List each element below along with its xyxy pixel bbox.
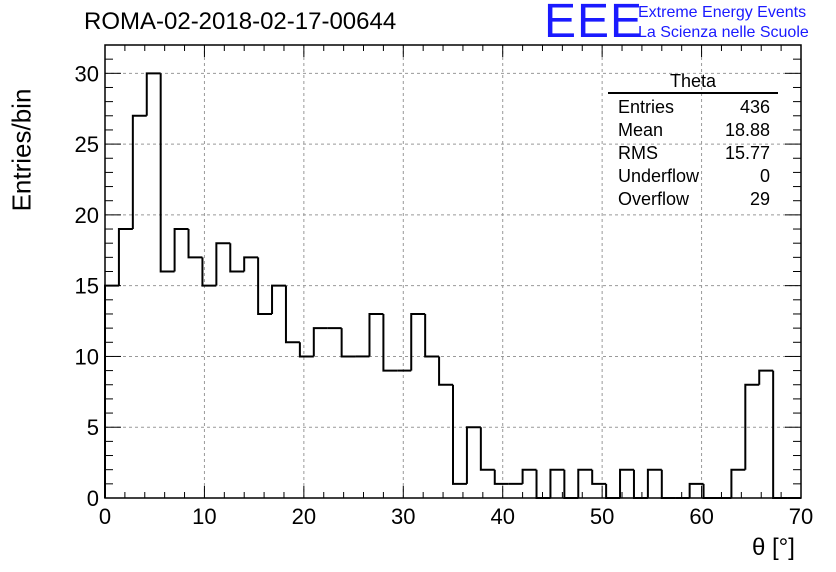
histogram-bin [535, 469, 551, 499]
histogram-bin [744, 383, 760, 470]
logo-line-1: Extreme Energy Events [638, 4, 807, 21]
histogram-bin [104, 284, 119, 498]
y-axis-label: Entries/bin [6, 88, 37, 212]
y-tick-label: 15 [75, 274, 99, 299]
stats-label: Underflow [618, 166, 700, 186]
x-tick-label: 20 [292, 504, 316, 529]
y-tick-label: 30 [75, 61, 99, 86]
histogram-bin [257, 257, 273, 315]
histogram-bin [145, 72, 161, 116]
histogram-bin [340, 328, 356, 358]
histogram-bin [772, 370, 788, 499]
histogram-bin [312, 327, 328, 357]
histogram-bin [284, 285, 300, 344]
tick-labels: 0 10 20 30 40 50 60 70 0 5 10 15 20 25 30 [75, 61, 814, 529]
histogram-bin [452, 384, 467, 485]
histogram-bin [758, 369, 774, 385]
histogram-bin [619, 468, 634, 498]
histogram-bin [549, 468, 565, 498]
x-tick-label: 10 [192, 504, 216, 529]
histogram-bin [479, 427, 495, 471]
histogram-bin [632, 469, 648, 499]
stats-value: 436 [739, 97, 770, 117]
x-tick-label: 70 [789, 504, 813, 529]
histogram-bin [577, 468, 593, 498]
eee-logo: EEE [544, 0, 644, 48]
stats-label: Entries [618, 97, 675, 117]
stats-title: Theta [608, 70, 778, 94]
histogram-bin [730, 468, 746, 498]
stats-row: Underflow 0 [608, 165, 778, 188]
histogram-bin [660, 469, 676, 499]
x-tick-label: 50 [590, 504, 614, 529]
histogram-bin [688, 482, 704, 498]
y-tick-label: 0 [87, 486, 99, 511]
stats-value: 15.77 [724, 143, 770, 163]
x-tick-label: 0 [99, 504, 111, 529]
stats-value: 0 [759, 166, 770, 186]
y-tick-label: 20 [75, 203, 99, 228]
histogram-bin [493, 469, 509, 485]
histogram-bin [159, 73, 175, 273]
stats-value: 18.88 [724, 120, 770, 140]
histogram-bin [605, 483, 621, 499]
histogram-bin [201, 257, 217, 287]
x-tick-label: 30 [391, 504, 415, 529]
y-axis-label-wrap: Entries/bin [4, 89, 40, 212]
stats-label: RMS [618, 143, 658, 163]
histogram-bin [424, 313, 440, 358]
histogram-bin [646, 468, 662, 498]
stats-box: Theta Entries 436 Mean 18.88 RMS 15.77 U… [608, 70, 778, 211]
histogram-bin [243, 256, 259, 272]
histogram-bin [465, 426, 481, 484]
histogram-bin [215, 242, 231, 286]
stats-row: Overflow 29 [608, 188, 778, 211]
x-axis-label: θ [°] [752, 534, 795, 561]
stats-row: Entries 436 [608, 96, 778, 119]
histogram-bin [117, 228, 133, 286]
histogram-bin [187, 229, 203, 259]
y-tick-label: 10 [75, 344, 99, 369]
histogram-bin [438, 356, 453, 386]
histogram-bin [368, 312, 384, 357]
stats-row: Mean 18.88 [608, 119, 778, 142]
histogram-bin [229, 243, 245, 273]
histogram-bin [382, 313, 398, 372]
logo-line-2: La Scienza nelle Scuole [638, 24, 809, 41]
histogram-bin [591, 469, 607, 485]
histogram-bin [410, 312, 426, 371]
histogram-bin [563, 469, 579, 499]
x-tick-label: 60 [689, 504, 713, 529]
chart-title: ROMA-02-2018-02-17-00644 [84, 8, 397, 35]
stats-row: RMS 15.77 [608, 142, 778, 165]
axis-ticks [104, 44, 802, 499]
histogram-bin [702, 483, 718, 499]
x-tick-label: 40 [490, 504, 514, 529]
y-tick-label: 5 [87, 415, 99, 440]
y-tick-label: 25 [75, 132, 99, 157]
histogram-bin [173, 228, 189, 272]
histogram-bin [298, 342, 314, 358]
histogram-bin [521, 468, 537, 484]
stats-label: Overflow [618, 189, 690, 209]
stats-label: Mean [618, 120, 664, 140]
histogram-bin [271, 284, 286, 314]
histogram-bin [131, 114, 147, 230]
stats-value: 29 [749, 189, 770, 209]
